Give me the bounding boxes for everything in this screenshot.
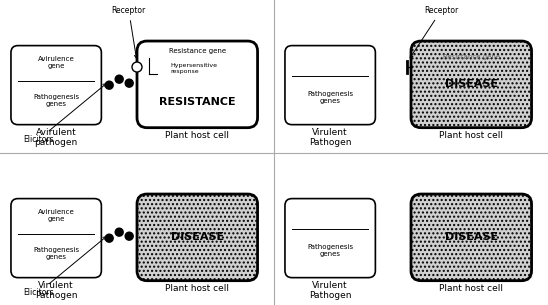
Circle shape [115, 75, 123, 83]
FancyBboxPatch shape [285, 46, 375, 125]
Text: Pathogenesis
genes: Pathogenesis genes [307, 244, 353, 257]
FancyBboxPatch shape [285, 199, 375, 278]
Text: Elicitors: Elicitors [23, 237, 106, 297]
Text: Pathogenesis
genes: Pathogenesis genes [307, 91, 353, 104]
FancyBboxPatch shape [411, 41, 532, 128]
Text: Avirulence
gene: Avirulence gene [38, 56, 75, 70]
Text: Resistance gene: Resistance gene [169, 48, 226, 54]
Text: Avirulence
gene: Avirulence gene [38, 210, 75, 222]
Text: Avirulent
pathogen: Avirulent pathogen [35, 127, 78, 147]
Text: RESISTANCE: RESISTANCE [159, 97, 236, 107]
Text: Pathogenesis
genes: Pathogenesis genes [33, 95, 79, 107]
Text: Plant host cell: Plant host cell [165, 131, 229, 140]
FancyBboxPatch shape [11, 199, 101, 278]
Circle shape [125, 79, 133, 87]
Text: Pathogenesis
genes: Pathogenesis genes [33, 247, 79, 260]
Text: Receptor: Receptor [410, 6, 458, 58]
Text: DISEASE: DISEASE [445, 79, 498, 89]
Circle shape [115, 228, 123, 236]
FancyBboxPatch shape [411, 194, 532, 281]
FancyBboxPatch shape [137, 41, 258, 128]
FancyBboxPatch shape [11, 46, 101, 125]
Text: DISEASE: DISEASE [171, 232, 224, 242]
Circle shape [105, 234, 113, 242]
Text: Virulent
Pathogen: Virulent Pathogen [309, 127, 351, 147]
Text: Plant host cell: Plant host cell [439, 131, 503, 140]
Text: DISEASE: DISEASE [445, 232, 498, 242]
Circle shape [132, 62, 142, 72]
Text: Hypersensitive
response: Hypersensitive response [171, 63, 218, 74]
Text: Virulent
Pathogen: Virulent Pathogen [35, 281, 77, 300]
Text: Virulent
Pathogen: Virulent Pathogen [309, 281, 351, 300]
Text: Receptor: Receptor [112, 6, 146, 58]
Text: Resistance gene: Resistance gene [443, 54, 500, 60]
FancyBboxPatch shape [137, 194, 258, 281]
Text: Plant host cell: Plant host cell [165, 284, 229, 293]
Text: Elicitors: Elicitors [23, 84, 106, 144]
Circle shape [105, 81, 113, 89]
Text: Plant host cell: Plant host cell [439, 284, 503, 293]
Circle shape [125, 232, 133, 240]
